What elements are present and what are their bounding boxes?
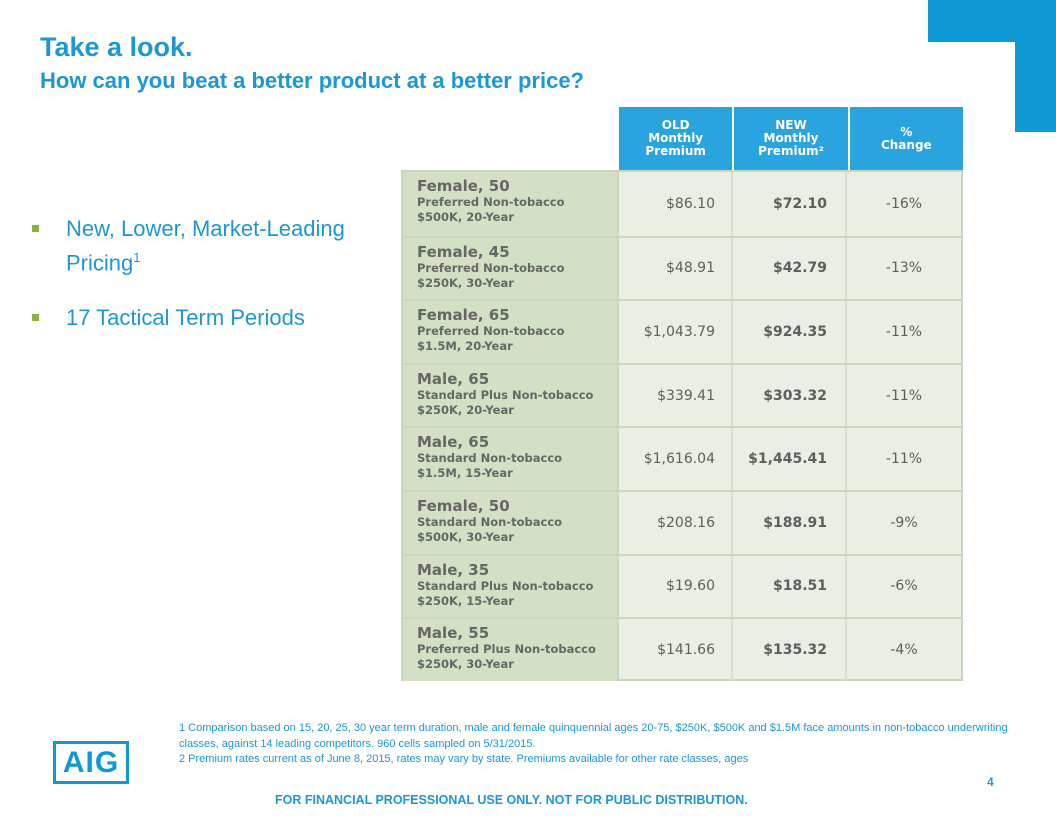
row-description: Female, 65 Preferred Non-tobacco $1.5M, 20… — [403, 301, 619, 363]
row-description: Male, 35 Standard Plus Non-tobacco $250K, … — [403, 555, 619, 618]
bullet-list: New, Lower, Market-Leading Pricing1 17 T… — [30, 214, 370, 332]
header-new-premium: NEW Monthly Premium² — [732, 107, 848, 170]
table-row: Male, 65 Standard Plus Non-tobacco $250K, … — [403, 362, 961, 427]
percent-change-cell: -11% — [885, 451, 923, 468]
table-row: Female, 45 Preferred Non-tobacco $250K, 30… — [403, 235, 961, 300]
percent-change-cell: -4% — [890, 641, 918, 658]
header-percent-change: % Change — [847, 107, 963, 170]
bullet-square-icon — [32, 314, 39, 322]
header-old-premium: OLD Monthly Premium — [619, 107, 733, 170]
old-premium-cell: $48.91 — [619, 237, 733, 300]
bullet-text: New, Lower, Market-Leading Pricing — [66, 216, 345, 276]
table-header-row: OLD Monthly Premium NEW Monthly Premium²… — [619, 107, 963, 170]
brand-corner-bar — [1015, 42, 1056, 132]
row-insured: Male, 65 — [417, 369, 490, 388]
new-premium-cell: $924.35 — [733, 301, 847, 363]
old-premium-cell: $19.60 — [619, 555, 733, 618]
bullet-square-icon — [32, 225, 39, 232]
footnote-1: 1 Comparison based on 15, 20, 25, 30 yea… — [179, 722, 1008, 750]
footnote-ref: 1 — [133, 250, 141, 265]
disclaimer-text: FOR FINANCIAL PROFESSIONAL USE ONLY. NOT… — [275, 793, 748, 807]
bullet-text: 17 Tactical Term Periods — [66, 305, 305, 331]
row-insured: Female, 65 — [417, 306, 510, 325]
row-class: Standard Plus Non-tobacco — [417, 387, 594, 402]
percent-change-cell: -9% — [890, 514, 918, 531]
table-row: Male, 65 Standard Non-tobacco $1.5M, 15-Ye… — [403, 426, 961, 490]
row-face-term: $250K, 15-Year — [417, 593, 514, 608]
table-body: Female, 50 Preferred Non-tobacco $500K, 20… — [401, 170, 963, 681]
table-row: Male, 55 Preferred Plus Non-tobacco $250K,… — [403, 617, 961, 681]
old-premium-cell: $208.16 — [619, 491, 733, 554]
row-description: Female, 45 Preferred Non-tobacco $250K, 30… — [403, 237, 619, 300]
percent-change-cell: -6% — [890, 578, 918, 595]
row-face-term: $500K, 30-Year — [417, 529, 514, 544]
new-premium-cell: $188.91 — [733, 491, 847, 554]
row-insured: Female, 50 — [417, 496, 510, 515]
row-description: Male, 65 Standard Non-tobacco $1.5M, 15-Ye… — [403, 428, 619, 490]
new-premium-cell: $1,445.41 — [733, 428, 847, 490]
percent-change-cell: -11% — [885, 323, 923, 340]
row-description: Female, 50 Standard Non-tobacco $500K, 30-… — [403, 491, 619, 554]
row-face-term: $250K, 30-Year — [417, 657, 514, 672]
old-premium-cell: $1,043.79 — [619, 301, 733, 363]
percent-change-cell: -13% — [885, 260, 923, 277]
row-class: Standard Plus Non-tobacco — [417, 578, 594, 593]
new-premium-cell: $135.32 — [733, 619, 847, 681]
new-premium-cell: $303.32 — [733, 364, 847, 427]
row-insured: Male, 65 — [417, 433, 490, 452]
row-class: Standard Non-tobacco — [417, 451, 563, 466]
table-row: Female, 50 Preferred Non-tobacco $500K, 20… — [403, 172, 961, 236]
row-class: Preferred Non-tobacco — [417, 324, 565, 339]
slide-subtitle: How can you beat a better product at a b… — [40, 68, 584, 93]
percent-change-cell: -16% — [885, 195, 923, 212]
old-premium-cell: $141.66 — [619, 619, 733, 681]
row-face-term: $1.5M, 20-Year — [417, 339, 513, 354]
row-insured: Male, 35 — [417, 560, 490, 579]
row-face-term: $500K, 20-Year — [417, 210, 514, 224]
table-row: Male, 35 Standard Plus Non-tobacco $250K, … — [403, 553, 961, 618]
row-insured: Male, 55 — [417, 624, 490, 643]
row-face-term: $250K, 30-Year — [417, 275, 514, 290]
row-description: Male, 65 Standard Plus Non-tobacco $250K, … — [403, 364, 619, 427]
row-class: Standard Non-tobacco — [417, 514, 563, 529]
slide-title: Take a look. — [40, 32, 193, 62]
new-premium-cell: $42.79 — [733, 237, 847, 300]
premium-comparison-table: OLD Monthly Premium NEW Monthly Premium²… — [401, 107, 963, 681]
row-face-term: $250K, 20-Year — [417, 402, 514, 417]
table-row: Female, 50 Standard Non-tobacco $500K, 30-… — [403, 489, 961, 554]
row-class: Preferred Non-tobacco — [417, 195, 565, 209]
footnote-2: 2 Premium rates current as of June 8, 20… — [179, 753, 749, 765]
row-class: Preferred Non-tobacco — [417, 260, 565, 275]
row-face-term: $1.5M, 15-Year — [417, 466, 513, 481]
row-description: Male, 55 Preferred Plus Non-tobacco $250K,… — [403, 619, 619, 681]
row-insured: Female, 50 — [417, 177, 510, 195]
row-description: Female, 50 Preferred Non-tobacco $500K, 20… — [403, 172, 619, 236]
table-row: Female, 65 Preferred Non-tobacco $1.5M, 20… — [403, 299, 961, 363]
page-number: 4 — [987, 775, 994, 789]
bullet-item: 17 Tactical Term Periods — [30, 303, 370, 332]
footnotes: 1 Comparison based on 15, 20, 25, 30 yea… — [179, 721, 1029, 768]
aig-logo: AIG — [53, 741, 129, 784]
row-class: Preferred Plus Non-tobacco — [417, 642, 596, 657]
old-premium-cell: $339.41 — [619, 364, 733, 427]
new-premium-cell: $18.51 — [733, 555, 847, 618]
percent-change-cell: -11% — [885, 387, 923, 404]
brand-corner-block — [928, 0, 1056, 42]
old-premium-cell: $86.10 — [619, 172, 733, 236]
new-premium-cell: $72.10 — [733, 172, 847, 236]
bullet-item: New, Lower, Market-Leading Pricing1 — [30, 214, 370, 277]
old-premium-cell: $1,616.04 — [619, 428, 733, 490]
row-insured: Female, 45 — [417, 242, 510, 261]
